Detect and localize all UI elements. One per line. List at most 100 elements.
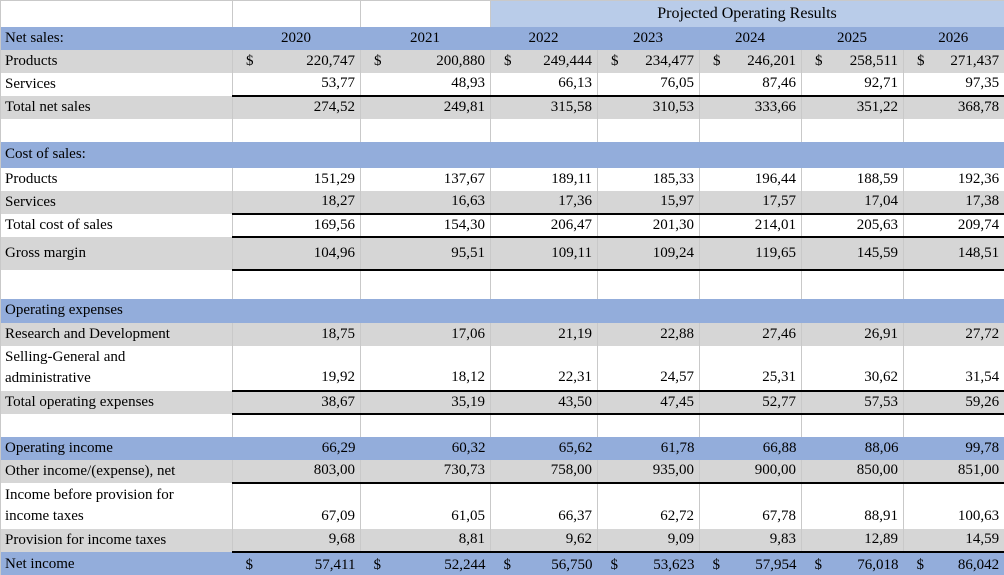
row-label[interactable]: Services bbox=[0, 190, 233, 214]
cell[interactable] bbox=[801, 269, 904, 299]
cell[interactable]: 730,73 bbox=[360, 459, 491, 484]
cell[interactable]: 214,01 bbox=[699, 213, 802, 238]
cell[interactable]: 9,68 bbox=[232, 528, 361, 553]
cell[interactable]: 43,50 bbox=[490, 390, 598, 415]
row-label[interactable]: Total operating expenses bbox=[0, 390, 233, 414]
cell[interactable] bbox=[232, 269, 361, 299]
row-label[interactable]: Products bbox=[0, 49, 233, 73]
cell[interactable]: 60,32 bbox=[360, 436, 491, 460]
row-label[interactable]: Services bbox=[0, 72, 233, 96]
cell[interactable] bbox=[597, 269, 700, 299]
row-label[interactable]: Other income/(expense), net bbox=[0, 459, 233, 483]
cell[interactable]: 14,59 bbox=[903, 528, 1004, 553]
cell[interactable]: 53,77 bbox=[232, 72, 361, 97]
cell[interactable] bbox=[699, 269, 802, 299]
cell[interactable] bbox=[360, 0, 491, 27]
cell[interactable] bbox=[232, 118, 361, 142]
cell[interactable]: 151,29 bbox=[232, 167, 361, 191]
cell[interactable]: 188,59 bbox=[801, 167, 904, 191]
cell[interactable]: 351,22 bbox=[801, 95, 904, 119]
row-label[interactable]: Gross margin bbox=[0, 236, 233, 270]
cell[interactable]: 67,09 bbox=[232, 482, 361, 529]
cell[interactable]: 310,53 bbox=[597, 95, 700, 119]
cell[interactable]: 38,67 bbox=[232, 390, 361, 415]
cell[interactable]: 185,33 bbox=[597, 167, 700, 191]
cell[interactable] bbox=[490, 269, 598, 299]
cell[interactable]: 17,38 bbox=[903, 190, 1004, 215]
cell[interactable]: 88,91 bbox=[801, 482, 904, 529]
cell[interactable]: 137,67 bbox=[360, 167, 491, 191]
cell[interactable]: 61,05 bbox=[360, 482, 491, 529]
cell[interactable] bbox=[801, 298, 904, 323]
cell[interactable]: 148,51 bbox=[903, 236, 1004, 271]
cell[interactable]: 209,74 bbox=[903, 213, 1004, 238]
section-label-net-sales[interactable]: Net sales: bbox=[0, 26, 233, 50]
cell[interactable]: 8,81 bbox=[360, 528, 491, 553]
cell[interactable]: 99,78 bbox=[903, 436, 1004, 460]
year-header-cell[interactable]: 2021 bbox=[360, 26, 491, 50]
cell[interactable]: $200,880 bbox=[360, 49, 491, 73]
cell[interactable]: 31,54 bbox=[903, 345, 1004, 392]
cell[interactable] bbox=[699, 118, 802, 142]
cell[interactable]: 35,19 bbox=[360, 390, 491, 415]
cell[interactable]: 119,65 bbox=[699, 236, 802, 271]
cell[interactable]: 88,06 bbox=[801, 436, 904, 460]
cell[interactable] bbox=[699, 298, 802, 323]
cell[interactable]: 274,52 bbox=[232, 95, 361, 119]
cell[interactable]: $57,954 bbox=[699, 551, 802, 575]
cell[interactable]: 76,05 bbox=[597, 72, 700, 97]
cell[interactable]: 17,06 bbox=[360, 322, 491, 346]
cell[interactable] bbox=[490, 118, 598, 142]
cell[interactable]: 803,00 bbox=[232, 459, 361, 484]
cell[interactable]: 59,26 bbox=[903, 390, 1004, 415]
cell[interactable]: 9,62 bbox=[490, 528, 598, 553]
cell[interactable] bbox=[597, 141, 700, 168]
cell[interactable] bbox=[801, 118, 904, 142]
cell[interactable]: $258,511 bbox=[801, 49, 904, 73]
cell[interactable]: $246,201 bbox=[699, 49, 802, 73]
cell[interactable] bbox=[360, 141, 491, 168]
cell[interactable]: 57,53 bbox=[801, 390, 904, 415]
cell[interactable]: 16,63 bbox=[360, 190, 491, 215]
cell[interactable]: 196,44 bbox=[699, 167, 802, 191]
cell[interactable]: 18,12 bbox=[360, 345, 491, 392]
row-label[interactable]: Provision for income taxes bbox=[0, 528, 233, 552]
cell[interactable]: $52,244 bbox=[360, 551, 491, 575]
cell[interactable]: 87,46 bbox=[699, 72, 802, 97]
cell[interactable]: $57,411 bbox=[232, 551, 361, 575]
cell[interactable] bbox=[597, 118, 700, 142]
cell[interactable] bbox=[360, 413, 491, 437]
cell[interactable]: 67,78 bbox=[699, 482, 802, 529]
cell[interactable] bbox=[801, 413, 904, 437]
cell[interactable]: 22,88 bbox=[597, 322, 700, 346]
year-header-cell[interactable]: 2024 bbox=[699, 26, 802, 50]
cell[interactable]: 192,36 bbox=[903, 167, 1004, 191]
cell[interactable]: 100,63 bbox=[903, 482, 1004, 529]
cell[interactable]: $86,042 bbox=[903, 551, 1004, 575]
cell[interactable] bbox=[903, 413, 1004, 437]
cell[interactable]: 27,46 bbox=[699, 322, 802, 346]
cell[interactable] bbox=[801, 141, 904, 168]
row-label[interactable] bbox=[0, 413, 233, 437]
cell[interactable] bbox=[597, 298, 700, 323]
row-label[interactable]: Research and Development bbox=[0, 322, 233, 346]
cell[interactable]: 47,45 bbox=[597, 390, 700, 415]
cell[interactable]: 95,51 bbox=[360, 236, 491, 271]
year-header-cell[interactable]: 2020 bbox=[232, 26, 361, 50]
cell[interactable]: 333,66 bbox=[699, 95, 802, 119]
cell[interactable]: 22,31 bbox=[490, 345, 598, 392]
cell[interactable]: 97,35 bbox=[903, 72, 1004, 97]
year-header-cell[interactable]: 2023 bbox=[597, 26, 700, 50]
cell[interactable]: 109,11 bbox=[490, 236, 598, 271]
cell[interactable]: 249,81 bbox=[360, 95, 491, 119]
cell[interactable]: 900,00 bbox=[699, 459, 802, 484]
year-header-cell[interactable]: 2025 bbox=[801, 26, 904, 50]
row-label[interactable]: Products bbox=[0, 167, 233, 191]
cell[interactable]: 15,97 bbox=[597, 190, 700, 215]
cell[interactable]: 25,31 bbox=[699, 345, 802, 392]
cell[interactable] bbox=[360, 118, 491, 142]
cell[interactable] bbox=[490, 413, 598, 437]
cell[interactable] bbox=[360, 269, 491, 299]
cell[interactable] bbox=[232, 413, 361, 437]
cell[interactable]: 315,58 bbox=[490, 95, 598, 119]
